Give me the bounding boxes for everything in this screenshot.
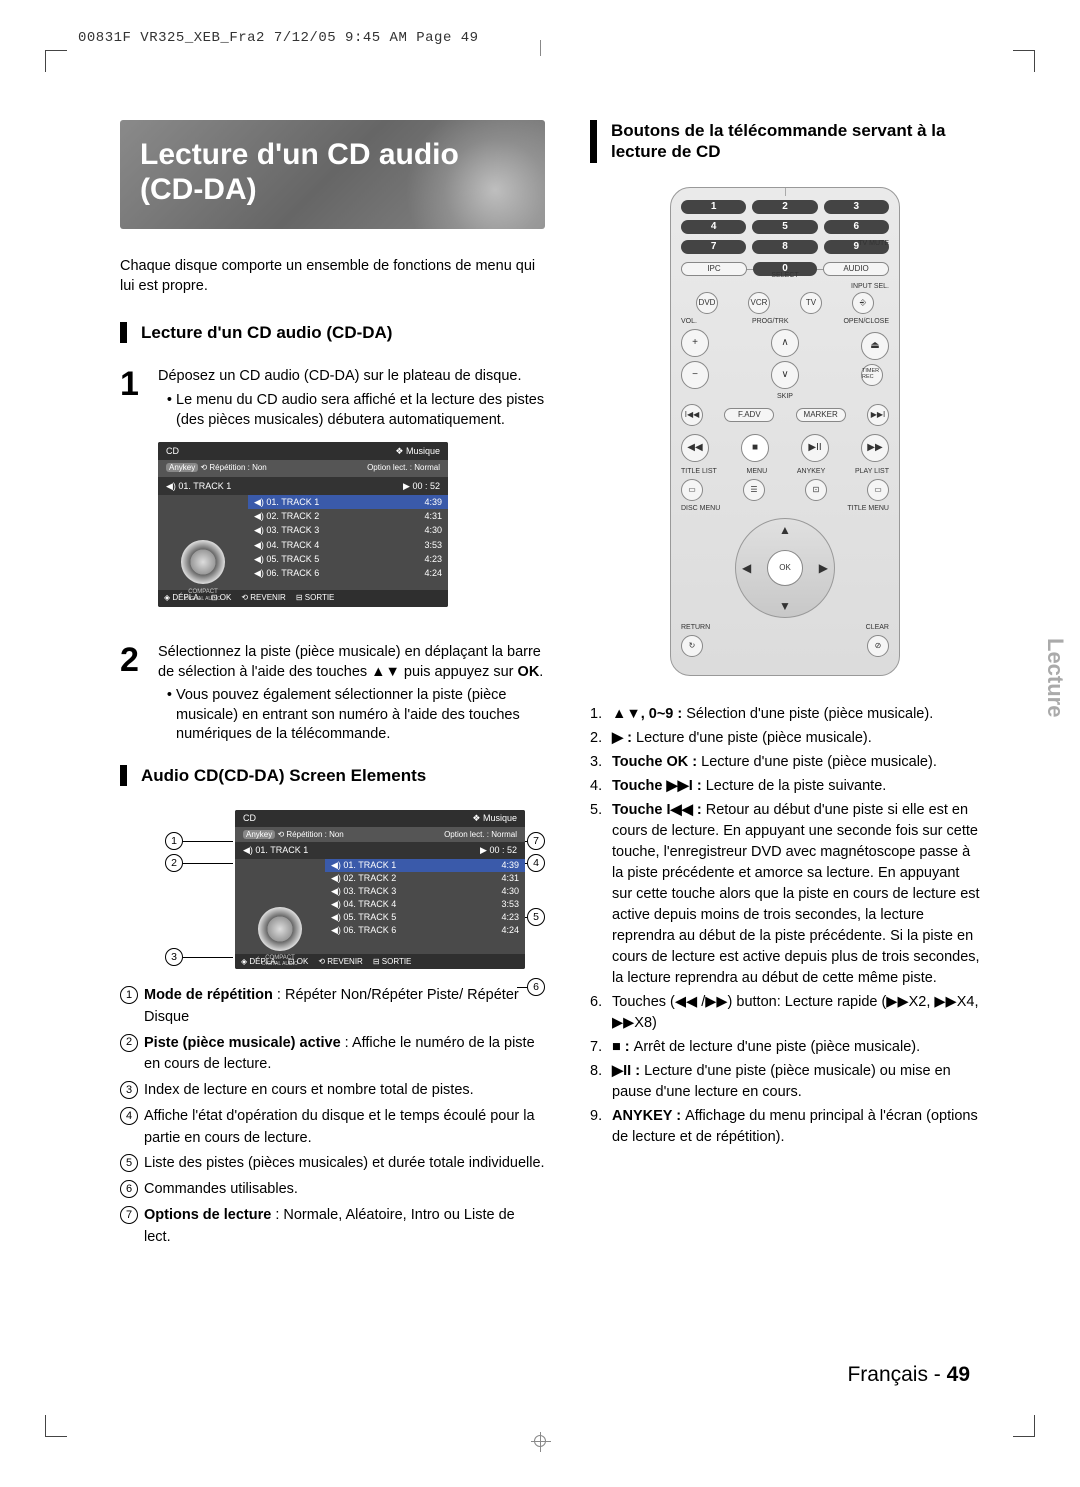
title-box: Lecture d'un CD audio (CD-DA) (120, 120, 545, 229)
vcr-button[interactable]: VCR (748, 292, 770, 314)
prog-down-button[interactable]: ∨ (771, 361, 799, 389)
num-2-button[interactable]: 2 (752, 200, 817, 214)
num-6-button[interactable]: 6 (824, 220, 889, 234)
timer-rec-button[interactable]: TIMER REC (861, 364, 883, 386)
element-descriptions: 1Mode de répétition : Répéter Non/Répéte… (120, 985, 545, 1248)
step1-bullet: Le menu du CD audio sera affiché et la l… (176, 391, 545, 430)
skip-fwd-button[interactable]: ▶▶I (867, 404, 889, 426)
playlist-button[interactable]: ▭ (867, 479, 889, 501)
num-8-button[interactable]: 8 (752, 240, 817, 254)
remote-instructions: 1.▲▼, 0~9 : Sélection d'une piste (pièce… (590, 704, 980, 1148)
step2-bullet: Vous pouvez également sélectionner la pi… (176, 686, 545, 745)
step-number-2: 2 (120, 643, 158, 745)
vol-down-button[interactable]: − (681, 361, 709, 389)
direction-pad[interactable]: ▲▼ ◀▶ OK (735, 518, 835, 618)
step2-text: Sélectionnez la piste (pièce musicale) e… (158, 644, 543, 680)
cd-screen-2: CD ❖ Musique Anykey ⟲ Répétition : Non O… (235, 810, 525, 969)
clear-button[interactable]: ⊘ (867, 635, 889, 657)
prog-up-button[interactable]: ∧ (771, 329, 799, 357)
marker-button[interactable]: MARKER (796, 408, 846, 422)
fast-fwd-button[interactable]: ▶▶ (861, 434, 889, 462)
intro-text: Chaque disque comporte un ensemble de fo… (120, 257, 545, 296)
section-lecture-cd: Lecture d'un CD audio (CD-DA) (120, 322, 545, 343)
menu-button[interactable]: ☰ (743, 479, 765, 501)
tv-button[interactable]: TV (800, 292, 822, 314)
num-4-button[interactable]: 4 (681, 220, 746, 234)
skip-back-button[interactable]: I◀◀ (681, 404, 703, 426)
anykey-button[interactable]: ⊡ (805, 479, 827, 501)
side-tab: Lecture (1042, 638, 1068, 717)
num-7-button[interactable]: 7 (681, 240, 746, 254)
num-3-button[interactable]: 3 (824, 200, 889, 214)
page-header: 00831F VR325_XEB_Fra2 7/12/05 9:45 AM Pa… (78, 30, 479, 46)
stop-button[interactable]: ■ (741, 434, 769, 462)
titlelist-button[interactable]: ▭ (681, 479, 703, 501)
rewind-button[interactable]: ◀◀ (681, 434, 709, 462)
vol-up-button[interactable]: + (681, 329, 709, 357)
ipc-button[interactable]: IPC (681, 262, 747, 276)
return-button[interactable]: ↻ (681, 635, 703, 657)
section-screen-elements: Audio CD(CD-DA) Screen Elements (120, 765, 545, 786)
step1-text: Déposez un CD audio (CD-DA) sur le plate… (158, 368, 522, 384)
step-number-1: 1 (120, 367, 158, 623)
page-footer: Français - 49 (847, 1363, 970, 1387)
section-remote: Boutons de la télécommande servant à la … (590, 120, 980, 163)
input-sel-button[interactable]: ⎆ (852, 292, 874, 314)
fadv-button[interactable]: F.ADV (724, 408, 774, 422)
audio-button[interactable]: AUDIO (823, 262, 889, 276)
ok-button[interactable]: OK (767, 550, 803, 586)
dvd-button[interactable]: DVD (696, 292, 718, 314)
num-5-button[interactable]: 5 (752, 220, 817, 234)
num-1-button[interactable]: 1 (681, 200, 746, 214)
play-pause-button[interactable]: ▶II (801, 434, 829, 462)
eject-button[interactable]: ⏏ (861, 332, 889, 360)
remote-control: 123456789 IPC 0 AUDIO TV MUTE SELECT INP… (670, 187, 900, 676)
cd-screen-1: CD ❖ Musique Anykey ⟲ Répétition : Non O… (158, 442, 448, 607)
